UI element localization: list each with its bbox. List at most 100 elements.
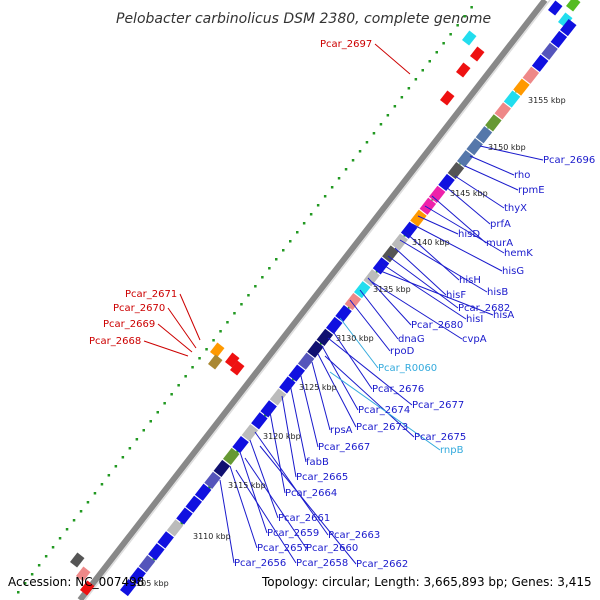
gene-label: hisF — [446, 290, 466, 301]
gc-dot — [184, 375, 187, 378]
label-connector — [331, 329, 373, 390]
gc-dot — [254, 285, 257, 288]
gene-label: Pcar_2696 — [543, 155, 595, 166]
gene-feature — [438, 173, 455, 192]
gc-dot — [470, 6, 473, 9]
gc-dot — [309, 213, 313, 216]
accession-text: Accession: NC_007498 — [8, 575, 144, 589]
gene-feature — [230, 360, 245, 376]
gene-feature — [400, 221, 418, 239]
label-connector — [157, 323, 193, 353]
label-connector — [444, 185, 491, 225]
gene-feature — [566, 0, 581, 12]
gc-dot — [456, 24, 459, 27]
gc-dot — [247, 294, 250, 297]
gene-feature — [307, 340, 324, 358]
gc-dot — [121, 456, 125, 459]
label-connectors — [143, 43, 544, 565]
gene-label: Pcar_2676 — [372, 384, 424, 395]
gc-dot — [177, 384, 180, 387]
gc-dot — [37, 564, 41, 567]
gene-feature — [213, 459, 231, 478]
gc-dot — [365, 141, 369, 144]
gene-label: murA — [486, 238, 513, 249]
gc-dot — [268, 267, 271, 270]
gene-label: dnaG — [398, 334, 425, 345]
gc-dot — [100, 483, 104, 486]
gene-feature — [550, 30, 568, 49]
gc-dot — [163, 402, 166, 405]
gc-dot — [386, 114, 390, 117]
gene-feature — [326, 316, 343, 335]
gene-feature — [456, 62, 471, 78]
gene-label: Pcar_R0060 — [378, 363, 437, 374]
gene-feature — [120, 578, 137, 597]
gene-label: thyX — [504, 203, 527, 214]
gene-feature — [288, 364, 305, 382]
gene-feature — [260, 400, 277, 418]
gc-dot — [282, 249, 285, 252]
gene-label: Pcar_2660 — [306, 543, 358, 554]
gc-dot — [128, 447, 132, 450]
gene-feature — [208, 354, 223, 370]
label-connector — [167, 307, 197, 349]
gc-dot — [372, 132, 376, 135]
label-connector — [394, 247, 447, 296]
gene-feature — [223, 447, 240, 466]
gc-dot — [58, 537, 62, 540]
gene-features — [69, 0, 581, 597]
gene-label: Pcar_2663 — [328, 530, 380, 541]
gene-label: Pcar_2656 — [234, 558, 286, 569]
gc-dot — [149, 420, 152, 423]
gene-feature — [548, 0, 563, 16]
gene-label: cvpA — [462, 334, 487, 345]
gene-feature — [204, 471, 221, 489]
gene-feature — [485, 114, 502, 132]
gc-dot — [302, 222, 306, 225]
kbp-tick-label: 3115 kbp — [228, 481, 266, 490]
gc-dot — [152, 558, 156, 561]
label-connector — [377, 269, 494, 316]
gene-label: hisB — [487, 287, 508, 298]
gc-dot — [323, 195, 327, 198]
gc-dot — [72, 519, 76, 522]
gc-skew-track — [17, 6, 518, 594]
gene-feature — [494, 102, 511, 120]
gc-dot — [379, 123, 383, 126]
gene-feature — [297, 352, 315, 370]
gene-feature — [447, 161, 465, 180]
gene-feature — [541, 42, 558, 60]
gene-label: hisI — [466, 314, 483, 325]
label-connector — [327, 337, 413, 406]
gene-feature — [440, 90, 455, 106]
label-connector — [289, 383, 307, 463]
gc-dot — [23, 582, 27, 585]
topology-text: Topology: circular; Length: 3,665,893 bp… — [261, 575, 592, 589]
gc-dot — [289, 240, 292, 243]
gene-label: Pcar_2682 — [458, 303, 510, 314]
gc-dot — [236, 450, 239, 453]
label-connector — [359, 289, 399, 340]
label-connector — [417, 215, 459, 235]
gene-feature — [335, 304, 352, 323]
gene-label: rho — [514, 170, 530, 181]
gene-feature — [475, 126, 493, 144]
gene-feature — [185, 495, 202, 513]
gene-label: Pcar_2677 — [412, 400, 464, 411]
label-connector — [349, 299, 391, 352]
gc-dot — [212, 339, 215, 342]
gene-feature — [503, 90, 521, 108]
gc-dot — [191, 366, 194, 369]
label-connector — [259, 445, 357, 565]
label-connector — [254, 431, 329, 536]
gene-label: Pcar_2674 — [358, 405, 410, 416]
gc-dot — [51, 546, 55, 549]
gene-feature — [138, 555, 156, 573]
label-connector — [281, 395, 297, 478]
label-connector — [431, 195, 487, 244]
label-connector — [269, 411, 286, 494]
kbp-tick-label: 3155 kbp — [528, 96, 566, 105]
gc-dot — [180, 522, 183, 525]
gene-feature — [462, 30, 477, 46]
gene-feature — [470, 46, 485, 62]
